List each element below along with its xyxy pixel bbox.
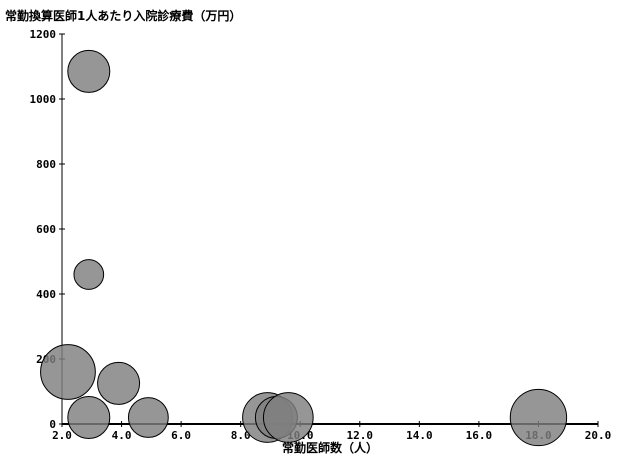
bubble-point	[127, 397, 169, 438]
bubble-point	[67, 396, 111, 439]
x-tick-label: 4.0	[112, 429, 132, 442]
bubble-point	[262, 392, 314, 443]
x-tick-label: 2.0	[52, 429, 72, 442]
x-tick-label: 20.0	[585, 429, 612, 442]
bubble-point	[97, 361, 141, 405]
x-axis-label: 常勤医師数（人）	[282, 440, 378, 455]
bubble-point	[67, 49, 111, 93]
y-tick-label: 600	[36, 223, 56, 236]
bubble-point	[40, 344, 96, 400]
y-axis-label: 常勤換算医師1人あたり入院診療費（万円）	[5, 8, 241, 23]
y-tick-label: 800	[36, 158, 56, 171]
y-tick-label: 1000	[30, 93, 57, 106]
x-tick-label: 16.0	[466, 429, 493, 442]
x-tick-label: 14.0	[406, 429, 433, 442]
plot-area: 0200400600800100012002.04.06.08.010.012.…	[30, 28, 612, 447]
x-tick-label: 8.0	[231, 429, 251, 442]
y-tick-label: 400	[36, 288, 56, 301]
x-tick-label: 6.0	[171, 429, 191, 442]
y-tick-label: 1200	[30, 28, 57, 41]
y-tick-label: 0	[49, 418, 56, 431]
bubble-point	[73, 259, 105, 290]
bubble-point	[509, 388, 568, 447]
x-tick-label: 12.0	[347, 429, 374, 442]
